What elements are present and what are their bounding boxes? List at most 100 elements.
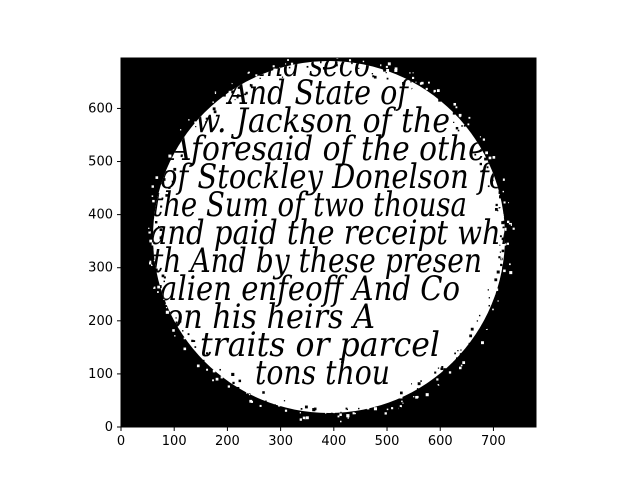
- edge-speckle: [398, 401, 400, 404]
- edge-speckle: [469, 334, 473, 338]
- edge-speckle: [427, 101, 429, 103]
- edge-speckle: [163, 298, 166, 300]
- edge-speckle: [478, 314, 481, 317]
- edge-speckle: [499, 251, 502, 253]
- edge-speckle: [459, 353, 462, 356]
- edge-speckle: [480, 334, 484, 338]
- edge-speckle: [501, 237, 505, 241]
- edge-speckle: [437, 367, 440, 369]
- edge-speckle: [331, 67, 334, 70]
- edge-speckle: [148, 262, 152, 265]
- edge-speckle: [491, 308, 495, 312]
- edge-speckle: [352, 412, 355, 415]
- edge-speckle: [167, 185, 170, 188]
- edge-speckle: [181, 319, 184, 322]
- handwriting-line: And State of: [225, 73, 412, 113]
- edge-speckle: [501, 194, 504, 197]
- edge-speckle: [366, 406, 370, 410]
- edge-speckle: [151, 185, 154, 188]
- edge-speckle: [155, 293, 158, 296]
- edge-speckle: [412, 72, 414, 74]
- edge-speckle: [427, 81, 430, 84]
- edge-speckle: [474, 153, 477, 156]
- edge-speckle: [237, 86, 241, 89]
- handwriting-line: of Stockley Donelson for: [160, 157, 521, 197]
- edge-speckle: [494, 207, 498, 211]
- edge-speckle: [221, 384, 225, 388]
- edge-speckle: [299, 412, 302, 414]
- edge-speckle: [446, 107, 449, 110]
- edge-speckle: [402, 78, 405, 82]
- edge-speckle: [425, 87, 428, 90]
- handwriting-line: on his heirs A: [165, 297, 375, 337]
- edge-speckle: [249, 393, 251, 395]
- edge-speckle: [501, 214, 504, 217]
- edge-speckle: [287, 59, 289, 61]
- edge-speckle: [499, 235, 502, 238]
- edge-speckle: [178, 147, 181, 149]
- edge-speckle: [386, 77, 389, 80]
- edge-speckle: [173, 167, 177, 171]
- edge-speckle: [451, 113, 453, 115]
- edge-speckle: [266, 409, 269, 412]
- edge-speckle: [457, 365, 461, 369]
- edge-speckle: [440, 361, 444, 365]
- edge-speckle: [157, 291, 159, 293]
- edge-speckle: [340, 411, 342, 413]
- edge-speckle: [479, 162, 483, 166]
- edge-speckle: [386, 408, 389, 411]
- edge-speckle: [385, 72, 387, 74]
- edge-speckle: [205, 121, 207, 123]
- edge-speckle: [278, 404, 281, 407]
- edge-speckle: [189, 131, 193, 135]
- edge-speckle: [236, 94, 240, 97]
- edge-speckle: [146, 246, 149, 249]
- edge-speckle: [205, 117, 208, 120]
- edge-speckle: [183, 347, 187, 351]
- edge-speckle: [346, 414, 350, 418]
- edge-speckle: [157, 206, 159, 208]
- edge-speckle: [325, 412, 327, 414]
- edge-speckle: [171, 180, 174, 183]
- edge-speckle: [419, 82, 423, 85]
- edge-speckle: [512, 227, 515, 230]
- edge-speckle: [453, 361, 456, 364]
- edge-speckle: [384, 412, 387, 415]
- edge-speckle: [194, 121, 197, 124]
- edge-speckle: [394, 68, 398, 72]
- edge-speckle: [206, 368, 209, 371]
- edge-speckle: [175, 325, 178, 327]
- edge-speckle: [461, 125, 463, 127]
- edge-speckle: [337, 415, 340, 418]
- edge-speckle: [249, 399, 253, 403]
- edge-speckle: [399, 395, 403, 399]
- edge-speckle: [502, 220, 506, 224]
- edge-speckle: [168, 186, 171, 189]
- edge-speckle: [433, 386, 436, 389]
- edge-speckle: [492, 308, 494, 311]
- edge-speckle: [409, 72, 411, 74]
- edge-speckle: [173, 327, 176, 330]
- edge-speckle: [184, 340, 186, 342]
- edge-speckle: [495, 224, 498, 227]
- edge-speckle: [482, 304, 485, 307]
- edge-speckle: [156, 261, 158, 263]
- edge-speckle: [175, 317, 177, 319]
- edge-speckle: [501, 221, 505, 225]
- edge-speckle: [247, 383, 249, 385]
- edge-speckle: [506, 242, 509, 246]
- edge-speckle: [493, 197, 496, 200]
- edge-speckle: [196, 364, 200, 368]
- edge-speckle: [508, 224, 511, 227]
- edge-speckle: [310, 68, 312, 70]
- edge-speckle: [290, 62, 294, 65]
- edge-speckle: [162, 178, 166, 181]
- edge-speckle: [494, 278, 498, 282]
- edge-speckle: [430, 373, 432, 376]
- edge-speckle: [255, 74, 258, 77]
- edge-speckle: [498, 256, 501, 259]
- edge-speckle: [391, 407, 394, 410]
- edge-speckle: [411, 88, 415, 92]
- edge-speckle: [504, 242, 507, 245]
- edge-speckle: [184, 124, 187, 126]
